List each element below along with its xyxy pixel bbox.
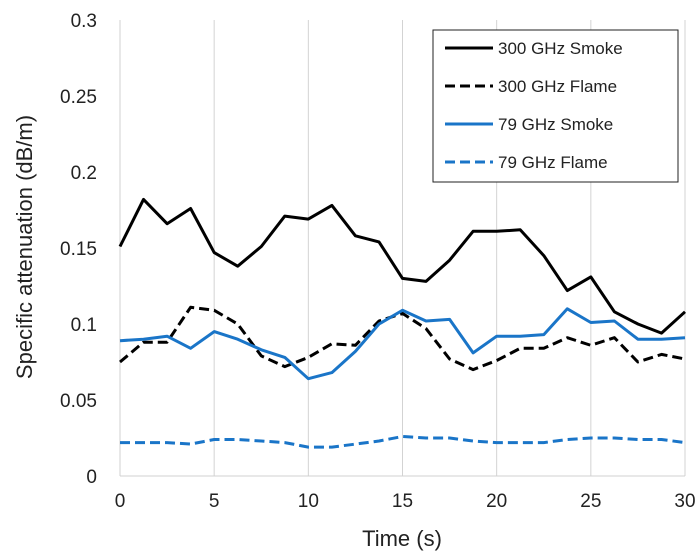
x-tick-label: 25 — [580, 491, 601, 512]
x-tick-label: 20 — [486, 491, 507, 512]
y-tick-label: 0.15 — [60, 239, 97, 260]
series-line-79-ghz-smoke — [119, 307, 686, 381]
series-line-300-ghz-smoke — [118, 197, 687, 335]
series-line-300-ghz-flame — [119, 305, 686, 372]
legend-label-79-ghz-flame: 79 GHz Flame — [498, 153, 608, 172]
x-tick-label: 30 — [674, 491, 695, 512]
y-tick-label: 0.3 — [71, 11, 97, 32]
legend-label-79-ghz-smoke: 79 GHz Smoke — [498, 115, 613, 134]
series-lines — [118, 197, 687, 449]
axes — [119, 20, 685, 477]
legend-label-300-ghz-flame: 300 GHz Flame — [498, 77, 617, 96]
x-tick-label: 0 — [115, 491, 126, 512]
y-tick-label: 0.25 — [60, 87, 97, 108]
y-tick-label: 0.05 — [60, 391, 97, 412]
y-axis-title: Specific attenuation (dB/m) — [12, 115, 37, 379]
y-tick-label: 0 — [86, 467, 97, 488]
y-tick-label: 0.2 — [71, 163, 97, 184]
x-tick-label: 15 — [392, 491, 413, 512]
x-tick-label: 10 — [298, 491, 319, 512]
legend: 300 GHz Smoke 300 GHz Flame 79 GHz Smoke 79… — [432, 29, 679, 183]
legend-box — [432, 29, 679, 183]
x-tick-label: 5 — [209, 491, 220, 512]
series-line-79-ghz-flame — [120, 435, 686, 449]
x-axis-title: Time (s) — [362, 526, 442, 551]
y-tick-label: 0.1 — [71, 315, 97, 336]
tick-labels: 0 5 10 15 20 25 30 0 0.05 0.1 0.15 0.2 0.25 0.3 — [60, 11, 696, 512]
legend-label-300-ghz-smoke: 300 GHz Smoke — [498, 39, 623, 58]
